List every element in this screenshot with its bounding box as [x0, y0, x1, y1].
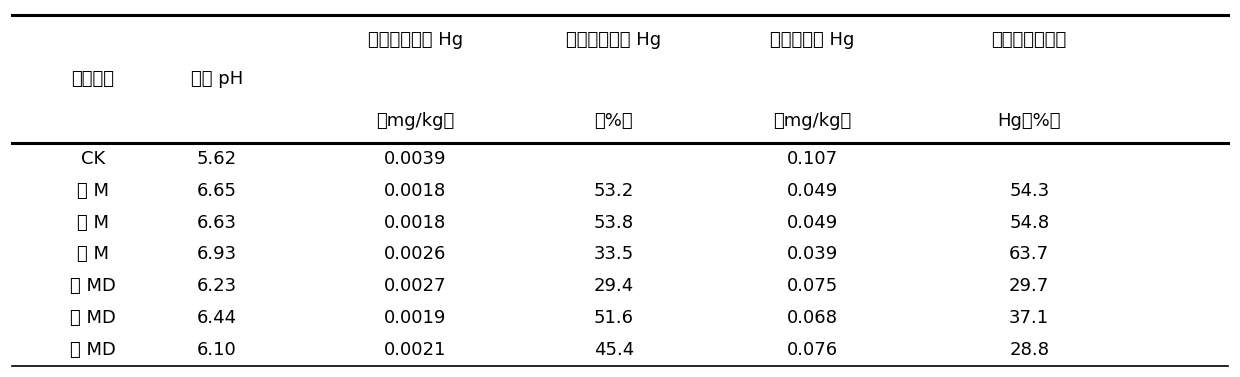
Text: 54.3: 54.3 [1009, 182, 1049, 200]
Text: 0.0027: 0.0027 [384, 277, 446, 295]
Text: 土壤有效态 Hg: 土壤有效态 Hg [770, 31, 854, 49]
Text: 33.5: 33.5 [594, 245, 634, 264]
Text: 0.076: 0.076 [786, 341, 838, 359]
Text: 降低小麦籍粒 Hg: 降低小麦籍粒 Hg [567, 31, 661, 49]
Text: 54.8: 54.8 [1009, 214, 1049, 232]
Text: 中 MD: 中 MD [71, 309, 115, 327]
Text: 0.075: 0.075 [786, 277, 838, 295]
Text: 土壤 pH: 土壤 pH [191, 70, 243, 88]
Text: 0.0026: 0.0026 [384, 245, 446, 264]
Text: 0.0021: 0.0021 [384, 341, 446, 359]
Text: 高 M: 高 M [77, 245, 109, 264]
Text: 高 MD: 高 MD [71, 341, 115, 359]
Text: 0.0019: 0.0019 [384, 309, 446, 327]
Text: 小麦籍粒总汞 Hg: 小麦籍粒总汞 Hg [368, 31, 463, 49]
Text: 0.068: 0.068 [786, 309, 838, 327]
Text: CK: CK [81, 150, 105, 168]
Text: 53.8: 53.8 [594, 214, 634, 232]
Text: 28.8: 28.8 [1009, 341, 1049, 359]
Text: 0.107: 0.107 [786, 150, 838, 168]
Text: 降低土壤有效态: 降低土壤有效态 [992, 31, 1066, 49]
Text: 0.0018: 0.0018 [384, 182, 446, 200]
Text: 6.63: 6.63 [197, 214, 237, 232]
Text: 53.2: 53.2 [594, 182, 634, 200]
Text: 6.93: 6.93 [197, 245, 237, 264]
Text: 6.65: 6.65 [197, 182, 237, 200]
Text: 63.7: 63.7 [1009, 245, 1049, 264]
Text: Hg（%）: Hg（%） [997, 112, 1061, 130]
Text: （mg/kg）: （mg/kg） [376, 112, 455, 130]
Text: 低 MD: 低 MD [71, 277, 115, 295]
Text: （mg/kg）: （mg/kg） [773, 112, 852, 130]
Text: 0.0018: 0.0018 [384, 214, 446, 232]
Text: 29.4: 29.4 [594, 277, 634, 295]
Text: （%）: （%） [594, 112, 634, 130]
Text: 0.049: 0.049 [786, 182, 838, 200]
Text: 0.0039: 0.0039 [384, 150, 446, 168]
Text: 29.7: 29.7 [1009, 277, 1049, 295]
Text: 0.049: 0.049 [786, 214, 838, 232]
Text: 0.039: 0.039 [786, 245, 838, 264]
Text: 37.1: 37.1 [1009, 309, 1049, 327]
Text: 5.62: 5.62 [197, 150, 237, 168]
Text: 6.44: 6.44 [197, 309, 237, 327]
Text: 6.10: 6.10 [197, 341, 237, 359]
Text: 51.6: 51.6 [594, 309, 634, 327]
Text: 中 M: 中 M [77, 214, 109, 232]
Text: 低 M: 低 M [77, 182, 109, 200]
Text: 处理名称: 处理名称 [72, 70, 114, 88]
Text: 6.23: 6.23 [197, 277, 237, 295]
Text: 45.4: 45.4 [594, 341, 634, 359]
